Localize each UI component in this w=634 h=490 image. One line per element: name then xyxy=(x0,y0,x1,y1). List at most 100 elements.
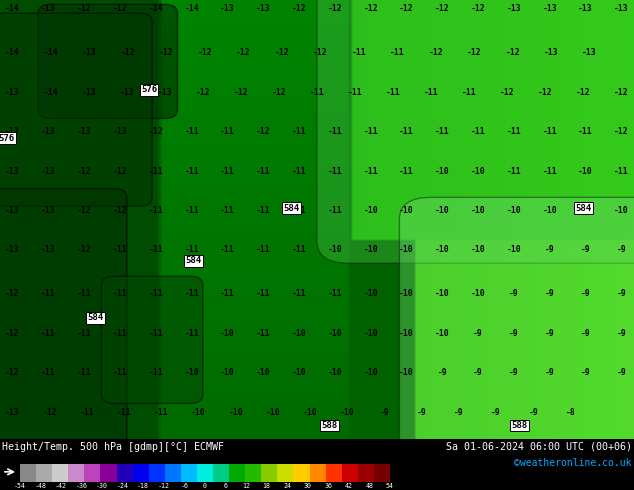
Text: -11: -11 xyxy=(347,88,363,97)
Text: -10: -10 xyxy=(435,167,450,175)
Text: -11: -11 xyxy=(80,408,94,416)
Text: 576: 576 xyxy=(0,134,15,143)
Text: -11: -11 xyxy=(184,329,199,338)
Text: -14: -14 xyxy=(43,88,58,97)
Text: -30: -30 xyxy=(96,483,108,489)
Text: -13: -13 xyxy=(113,127,127,136)
Bar xyxy=(358,464,374,482)
Text: -10: -10 xyxy=(363,289,378,298)
Text: -42: -42 xyxy=(55,483,67,489)
Text: -10: -10 xyxy=(363,368,378,377)
Text: -10: -10 xyxy=(363,206,378,215)
Text: -12: -12 xyxy=(505,48,520,57)
Text: -11: -11 xyxy=(220,127,235,136)
Text: -10: -10 xyxy=(399,289,414,298)
Text: -11: -11 xyxy=(41,289,56,298)
Text: -11: -11 xyxy=(543,127,557,136)
Text: -11: -11 xyxy=(424,88,439,97)
Text: -13: -13 xyxy=(81,88,96,97)
Text: -11: -11 xyxy=(292,167,306,175)
Text: -11: -11 xyxy=(77,329,91,338)
Text: -9: -9 xyxy=(581,329,590,338)
Text: 6: 6 xyxy=(224,483,228,489)
Text: -13: -13 xyxy=(5,206,20,215)
Text: -12: -12 xyxy=(429,48,443,57)
Text: -9: -9 xyxy=(545,329,555,338)
Text: -11: -11 xyxy=(614,167,629,175)
Text: -12: -12 xyxy=(467,48,482,57)
Bar xyxy=(374,464,390,482)
Text: -12: -12 xyxy=(42,408,57,416)
Text: -13: -13 xyxy=(41,167,56,175)
Text: -13: -13 xyxy=(578,4,593,13)
Text: -9: -9 xyxy=(581,289,590,298)
Text: -14: -14 xyxy=(184,4,199,13)
Text: -12: -12 xyxy=(313,48,328,57)
Text: -12: -12 xyxy=(236,48,251,57)
Text: -11: -11 xyxy=(507,127,521,136)
Text: -9: -9 xyxy=(545,245,555,254)
Text: -9: -9 xyxy=(473,329,483,338)
Text: Height/Temp. 500 hPa [gdmp][°C] ECMWF: Height/Temp. 500 hPa [gdmp][°C] ECMWF xyxy=(2,441,224,452)
Text: -11: -11 xyxy=(113,289,127,298)
Text: -11: -11 xyxy=(256,329,271,338)
Text: -12: -12 xyxy=(113,4,127,13)
Text: -14: -14 xyxy=(44,48,58,57)
Text: -10: -10 xyxy=(184,368,199,377)
Text: 584: 584 xyxy=(87,314,103,322)
Text: -10: -10 xyxy=(399,329,414,338)
Text: -11: -11 xyxy=(148,329,163,338)
Bar xyxy=(165,464,181,482)
Text: -10: -10 xyxy=(220,368,235,377)
Text: -11: -11 xyxy=(328,167,342,175)
Bar xyxy=(229,464,245,482)
Text: -11: -11 xyxy=(292,289,306,298)
Text: -10: -10 xyxy=(328,368,342,377)
Text: -11: -11 xyxy=(435,127,450,136)
Text: -12: -12 xyxy=(77,167,91,175)
Text: -12: -12 xyxy=(363,4,378,13)
Text: -11: -11 xyxy=(363,127,378,136)
Text: -11: -11 xyxy=(220,245,235,254)
Text: -10: -10 xyxy=(220,329,235,338)
Text: -9: -9 xyxy=(380,408,389,416)
Text: -54: -54 xyxy=(14,483,26,489)
Bar xyxy=(117,464,133,482)
Text: -10: -10 xyxy=(292,368,306,377)
Text: -10: -10 xyxy=(363,329,378,338)
Text: -12: -12 xyxy=(77,206,91,215)
Text: -10: -10 xyxy=(435,206,450,215)
Text: -12: -12 xyxy=(256,127,271,136)
Text: -11: -11 xyxy=(41,368,56,377)
Text: -11: -11 xyxy=(41,329,56,338)
Text: -13: -13 xyxy=(544,48,559,57)
Text: -10: -10 xyxy=(399,245,414,254)
Text: -11: -11 xyxy=(113,368,127,377)
FancyBboxPatch shape xyxy=(0,189,127,447)
Text: -13: -13 xyxy=(5,88,20,97)
FancyBboxPatch shape xyxy=(38,4,178,119)
Text: -9: -9 xyxy=(616,245,626,254)
Text: 576: 576 xyxy=(141,85,157,95)
Text: -10: -10 xyxy=(507,245,521,254)
Text: -11: -11 xyxy=(77,368,91,377)
Text: -11: -11 xyxy=(184,127,199,136)
Text: -11: -11 xyxy=(220,167,235,175)
Text: -12: -12 xyxy=(271,88,287,97)
Text: -9: -9 xyxy=(545,289,555,298)
Text: -10: -10 xyxy=(256,368,271,377)
Text: -12: -12 xyxy=(538,88,553,97)
Text: -11: -11 xyxy=(385,88,401,97)
Text: -11: -11 xyxy=(184,206,199,215)
Text: 584: 584 xyxy=(575,204,592,213)
Text: -12: -12 xyxy=(113,206,127,215)
Text: -13: -13 xyxy=(82,48,97,57)
Text: -10: -10 xyxy=(471,289,486,298)
Text: -12: -12 xyxy=(113,167,127,175)
Text: 48: 48 xyxy=(365,483,373,489)
Text: 18: 18 xyxy=(262,483,271,489)
Text: -13: -13 xyxy=(77,127,91,136)
Text: -10: -10 xyxy=(191,408,206,416)
Text: -11: -11 xyxy=(184,167,199,175)
Text: -11: -11 xyxy=(328,127,342,136)
